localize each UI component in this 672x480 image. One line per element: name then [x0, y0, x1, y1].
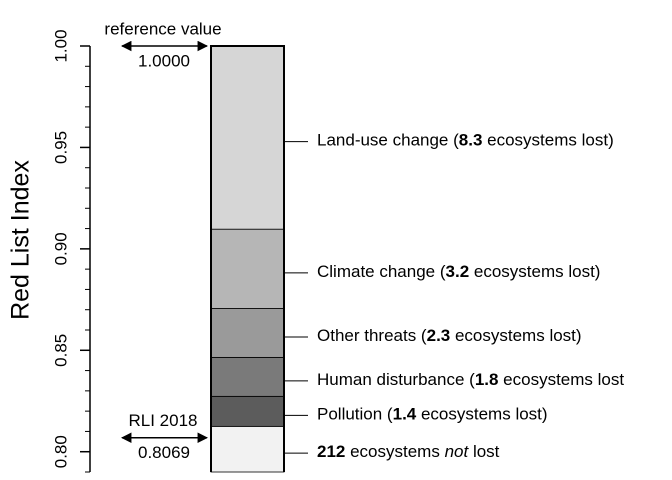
y-tick-label: 0.95: [51, 131, 70, 164]
segment-label: Human disturbance (1.8 ecosystems lost: [317, 370, 624, 389]
segment-label: 212 ecosystems not lost: [317, 443, 500, 462]
annotation-value: 0.8069: [138, 443, 190, 462]
segment-label: Pollution (1.4 ecosystems lost): [317, 405, 548, 424]
label-part: 1.4: [393, 405, 417, 424]
y-tick-label: 1.00: [51, 29, 70, 62]
segment-label: Land-use change (8.3 ecosystems lost): [317, 131, 614, 150]
label-part: Land-use change (: [317, 131, 459, 150]
y-tick-label: 0.90: [51, 232, 70, 265]
bar-segment: [210, 45, 285, 230]
label-part: 212: [317, 443, 345, 462]
label-part: 1.8: [475, 370, 499, 389]
bar-segment: [210, 425, 285, 473]
label-part: 8.3: [459, 131, 483, 150]
bar-segment: [210, 308, 285, 358]
y-tick-label: 0.80: [51, 435, 70, 468]
segment-label: Climate change (3.2 ecosystems lost): [317, 262, 600, 281]
y-tick-label: 0.85: [51, 334, 70, 367]
label-part: lost: [468, 443, 499, 462]
label-part: ecosystems lost): [469, 262, 600, 281]
label-part: ecosystems lost: [498, 370, 624, 389]
y-axis-label: Red List Index: [7, 160, 35, 320]
label-part: ecosystems lost): [482, 131, 613, 150]
label-part: 2.3: [427, 326, 451, 345]
label-part: not: [445, 443, 470, 462]
label-part: 3.2: [446, 262, 470, 281]
annotation-text: reference value: [104, 19, 221, 38]
annotation-text: RLI 2018: [129, 411, 198, 430]
label-part: ecosystems: [345, 443, 444, 462]
segment-label: Other threats (2.3 ecosystems lost): [317, 326, 582, 345]
label-part: ecosystems lost): [416, 405, 547, 424]
bar-segment: [210, 395, 285, 427]
label-part: Pollution (: [317, 405, 393, 424]
label-part: ecosystems lost): [450, 326, 581, 345]
label-part: Human disturbance (: [317, 370, 475, 389]
annotation-value: 1.0000: [138, 51, 190, 70]
label-part: Climate change (: [317, 262, 446, 281]
bar-segment: [210, 356, 285, 397]
label-part: Other threats (: [317, 326, 427, 345]
bar-outline: [210, 45, 285, 472]
bar-segment: [210, 228, 285, 309]
